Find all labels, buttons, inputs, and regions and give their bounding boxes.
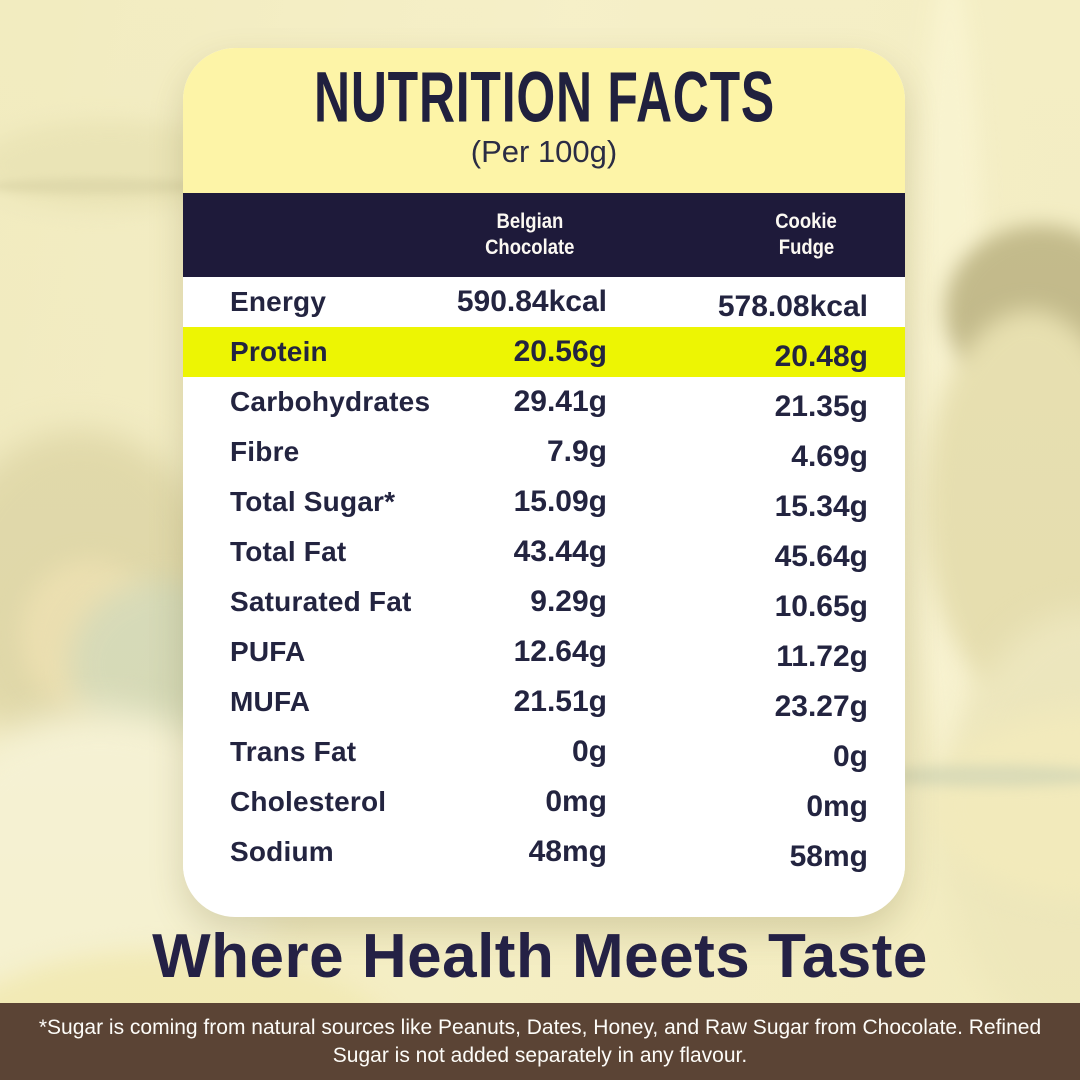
card-header: NUTRITION FACTS (Per 100g) [183, 48, 905, 193]
column-header-cookie-fudge: Cookie Fudge [706, 209, 905, 261]
serving-size: (Per 100g) [470, 134, 618, 169]
cookie-fudge-value: 11.72g [776, 640, 868, 673]
nutrient-label: Total Sugar* [230, 486, 396, 517]
table-row: Carbohydrates 29.41g 21.35g [183, 377, 905, 427]
table-row: Total Fat 43.44g 45.64g [183, 527, 905, 577]
background-counter-right [870, 765, 1080, 787]
cookie-fudge-value: 4.69g [791, 440, 868, 473]
nutrition-table: Energy 590.84kcal 578.08kcal Protein 20.… [183, 277, 905, 877]
table-row: Saturated Fat 9.29g 10.65g [183, 577, 905, 627]
belgian-chocolate-value: 9.29g [530, 585, 607, 618]
table-row: Total Sugar* 15.09g 15.34g [183, 477, 905, 527]
table-row: Trans Fat 0g 0g [183, 727, 905, 777]
nutrient-label: PUFA [230, 636, 306, 667]
background-shelf-edge [0, 178, 210, 194]
nutrient-label: Protein [230, 336, 328, 367]
column-header-line: Fudge [778, 236, 834, 259]
table-row: MUFA 21.51g 23.27g [183, 677, 905, 727]
nutrient-label: MUFA [230, 686, 311, 717]
table-row: Cholesterol 0mg 0mg [183, 777, 905, 827]
footnote: *Sugar is coming from natural sources li… [38, 1015, 1042, 1067]
tagline: Where Health Meets Taste [152, 922, 928, 991]
belgian-chocolate-value: 29.41g [513, 385, 607, 418]
nutrient-label: Total Fat [230, 536, 347, 567]
belgian-chocolate-value: 20.56g [513, 335, 607, 368]
nutrition-card: NUTRITION FACTS (Per 100g) Belgian Choco… [183, 48, 905, 917]
cookie-fudge-value: 0g [832, 740, 868, 773]
column-header-bar: Belgian Chocolate Cookie Fudge [183, 193, 905, 277]
nutrient-label: Saturated Fat [230, 586, 412, 617]
table-row: Energy 590.84kcal 578.08kcal [183, 277, 905, 327]
belgian-chocolate-value: 0g [571, 735, 607, 768]
column-header-line: Cookie [775, 210, 837, 233]
nutrient-label: Carbohydrates [230, 386, 431, 417]
nutrient-label: Sodium [230, 836, 334, 867]
belgian-chocolate-value: 21.51g [513, 685, 607, 718]
table-row: Fibre 7.9g 4.69g [183, 427, 905, 477]
cookie-fudge-value: 23.27g [774, 690, 868, 723]
belgian-chocolate-value: 43.44g [513, 535, 607, 568]
cookie-fudge-value: 10.65g [774, 590, 868, 623]
cookie-fudge-value: 21.35g [774, 390, 868, 423]
belgian-chocolate-value: 12.64g [513, 635, 607, 668]
nutrient-label: Energy [230, 286, 327, 317]
nutrient-label: Trans Fat [230, 736, 357, 767]
belgian-chocolate-value: 15.09g [513, 485, 607, 518]
table-row: Protein 20.56g 20.48g [183, 327, 905, 377]
page-title: NUTRITION FACTS [313, 56, 775, 138]
belgian-chocolate-value: 48mg [528, 835, 607, 868]
column-header-line: Belgian [496, 210, 564, 233]
cookie-fudge-value: 578.08kcal [717, 290, 868, 323]
cookie-fudge-value: 58mg [789, 840, 868, 873]
belgian-chocolate-value: 0mg [545, 785, 607, 818]
cookie-fudge-value: 0mg [806, 790, 868, 823]
belgian-chocolate-value: 590.84kcal [456, 285, 607, 318]
column-header-line: Chocolate [485, 236, 575, 259]
nutrient-label: Cholesterol [230, 786, 387, 817]
table-row: PUFA 12.64g 11.72g [183, 627, 905, 677]
column-header-belgian-chocolate: Belgian Chocolate [430, 209, 630, 261]
footnote-bar: *Sugar is coming from natural sources li… [0, 1003, 1080, 1080]
cookie-fudge-value: 45.64g [774, 540, 868, 573]
cookie-fudge-value: 15.34g [774, 490, 868, 523]
table-row: Sodium 48mg 58mg [183, 827, 905, 877]
belgian-chocolate-value: 7.9g [546, 435, 607, 468]
nutrient-label: Fibre [230, 436, 300, 467]
cookie-fudge-value: 20.48g [774, 340, 868, 373]
